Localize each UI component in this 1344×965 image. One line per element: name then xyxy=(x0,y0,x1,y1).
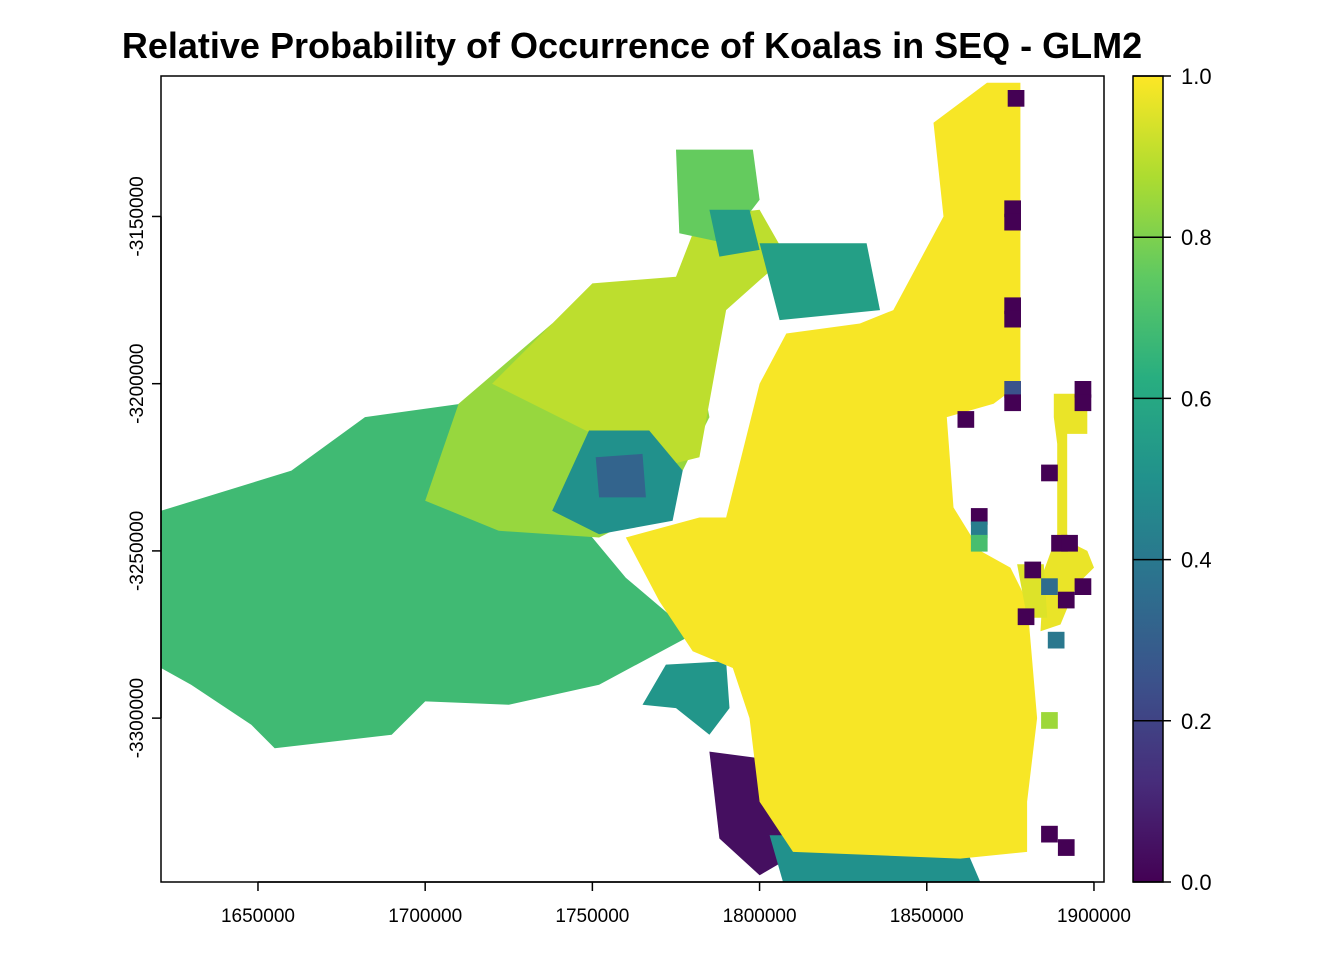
raster-cell xyxy=(1057,591,1075,609)
raster-cell xyxy=(1041,578,1058,595)
y-tick-label: -3150000 xyxy=(127,176,148,256)
y-axis: -3150000 -3200000 -3250000 -3300000 xyxy=(127,176,162,758)
raster-cell xyxy=(1004,381,1021,398)
x-tick-label: 1750000 xyxy=(555,906,629,927)
x-axis: 1650000 1700000 1750000 1800000 1850000 19000… xyxy=(221,881,1131,927)
raster-region xyxy=(709,209,760,257)
raster-cell xyxy=(1004,200,1021,218)
raster-region xyxy=(759,243,880,321)
raster-cell xyxy=(1047,631,1065,649)
raster-cell xyxy=(970,534,988,552)
raster-region xyxy=(625,82,1038,859)
colorbar-tick-label: 0.0 xyxy=(1181,870,1212,895)
colorbar-tick-label: 0.8 xyxy=(1181,225,1212,250)
raster-cell xyxy=(1041,464,1058,482)
raster-cell xyxy=(1024,561,1042,579)
colorbar-gradient xyxy=(1132,75,1164,883)
x-tick-label: 1700000 xyxy=(388,906,462,927)
raster-region xyxy=(492,209,787,468)
raster-cell xyxy=(1074,381,1092,398)
raster-cell xyxy=(1004,213,1021,231)
raster-island xyxy=(1040,393,1094,632)
y-tick-label: -3200000 xyxy=(127,344,148,424)
raster-cell xyxy=(970,521,988,539)
colorbar-legend: 0.0 0.2 0.4 0.6 0.8 1.0 xyxy=(1132,64,1212,895)
raster-cell xyxy=(1041,825,1058,843)
colorbar-tick-label: 0.4 xyxy=(1181,548,1212,573)
chart-title: Relative Probability of Occurrence of Ko… xyxy=(122,25,1142,66)
x-tick-label: 1800000 xyxy=(723,906,797,927)
x-tick-label: 1850000 xyxy=(890,906,964,927)
x-tick-label: 1650000 xyxy=(221,906,295,927)
raster-cell xyxy=(1004,297,1021,315)
raster-cell xyxy=(1074,394,1092,412)
x-tick-label: 1900000 xyxy=(1057,906,1131,927)
raster-cell xyxy=(957,411,975,428)
raster-cell xyxy=(1004,310,1021,328)
probability-raster xyxy=(161,82,1094,882)
raster-cell xyxy=(1061,534,1078,552)
raster-cell xyxy=(1074,578,1092,595)
raster-cell xyxy=(1057,839,1075,856)
colorbar-tick-label: 0.2 xyxy=(1181,709,1212,734)
y-tick-label: -3250000 xyxy=(127,511,148,591)
raster-cell xyxy=(1007,90,1025,107)
raster-region xyxy=(595,453,646,498)
colorbar-tick-label: 1.0 xyxy=(1181,64,1212,89)
raster-region xyxy=(642,661,730,735)
raster-cell xyxy=(1017,608,1035,626)
y-tick-label: -3300000 xyxy=(127,678,148,758)
raster-cell xyxy=(1041,712,1058,729)
raster-cell xyxy=(1004,394,1021,412)
colorbar-tick-label: 0.6 xyxy=(1181,386,1212,411)
raster-cell xyxy=(970,508,988,525)
